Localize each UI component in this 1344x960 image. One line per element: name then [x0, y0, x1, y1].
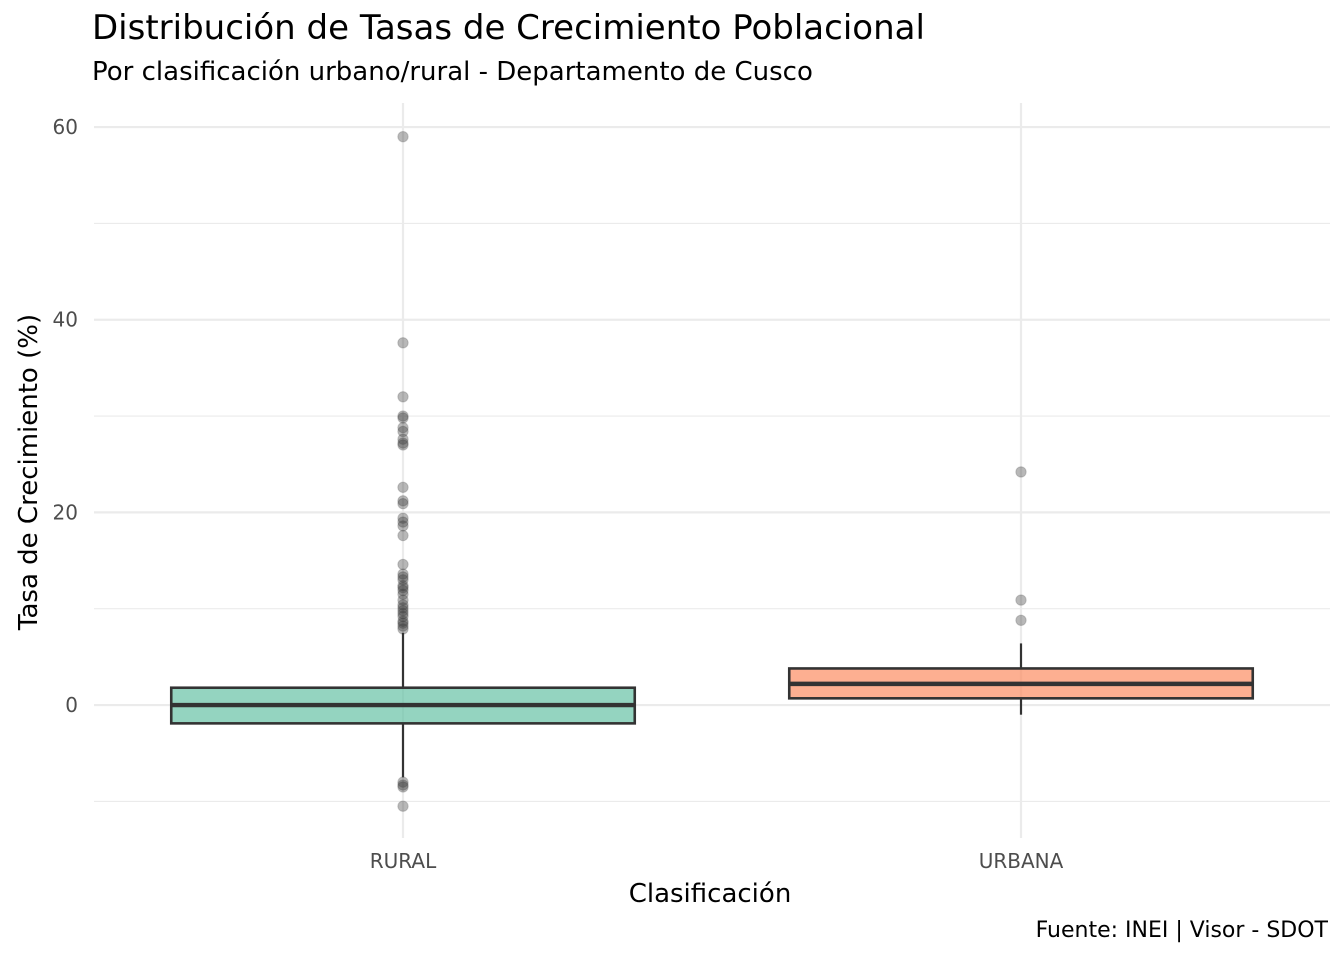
outlier-point [397, 425, 409, 438]
box-series [169, 131, 1255, 812]
outlier-point [397, 433, 409, 445]
outlier-point [397, 623, 409, 635]
outlier-point [397, 512, 409, 524]
chart-title: Distribución de Tasas de Crecimiento Pob… [92, 8, 925, 48]
outlier-point [397, 439, 409, 451]
outlier-point [397, 588, 409, 600]
outlier-point [397, 391, 409, 403]
box-urbana [787, 466, 1255, 715]
outlier-point [397, 602, 409, 614]
outlier-point [397, 437, 409, 449]
outlier-point [397, 604, 409, 617]
outlier-point [397, 495, 409, 507]
outlier-point [397, 412, 409, 424]
outlier-point [397, 594, 409, 606]
box-rural [169, 131, 637, 812]
outlier-point [397, 579, 409, 592]
outlier-point [397, 571, 409, 583]
outlier-point [1015, 466, 1027, 478]
y-tick-label: 60 [53, 115, 78, 139]
chart-caption: Fuente: INEI | Visor - SDOT [1035, 918, 1328, 943]
y-axis-title: Tasa de Crecimiento (%) [14, 314, 44, 631]
outlier-point [1015, 594, 1027, 606]
outlier-point [397, 520, 409, 532]
outlier-point [397, 800, 409, 812]
outlier-point [397, 516, 409, 528]
outlier-point [397, 607, 409, 620]
outlier-point [397, 481, 409, 494]
chart-subtitle: Por clasificación urbano/rural - Departa… [92, 57, 813, 87]
outlier-point [397, 581, 409, 594]
outlier-point [397, 584, 409, 597]
outlier-point [397, 776, 409, 788]
x-axis-title: Clasificación [629, 879, 792, 909]
outlier-point [397, 610, 409, 623]
outlier-point [397, 337, 409, 349]
outlier-point [397, 620, 409, 632]
outlier-point [397, 781, 409, 793]
outlier-point [397, 529, 409, 542]
outlier-point [397, 410, 409, 422]
grid-lines [94, 103, 1330, 838]
y-tick-labels: 0 20 40 60 [53, 115, 78, 717]
outlier-point [397, 615, 409, 627]
outlier-point [397, 558, 409, 571]
outlier-point [397, 421, 409, 434]
outlier-point [397, 131, 409, 143]
outlier-point [397, 574, 409, 586]
y-tick-label: 40 [53, 308, 78, 332]
x-tick-label: RURAL [370, 849, 437, 873]
outlier-point [397, 498, 409, 510]
outlier-point [397, 568, 409, 580]
y-tick-label: 0 [65, 693, 78, 717]
outlier-point [397, 779, 409, 791]
y-tick-label: 20 [53, 500, 78, 524]
outlier-point [1015, 614, 1027, 626]
x-tick-label: URBANA [979, 849, 1064, 873]
x-tick-labels: RURAL URBANA [370, 849, 1064, 873]
outlier-point [397, 617, 409, 629]
outlier-point [397, 599, 409, 611]
